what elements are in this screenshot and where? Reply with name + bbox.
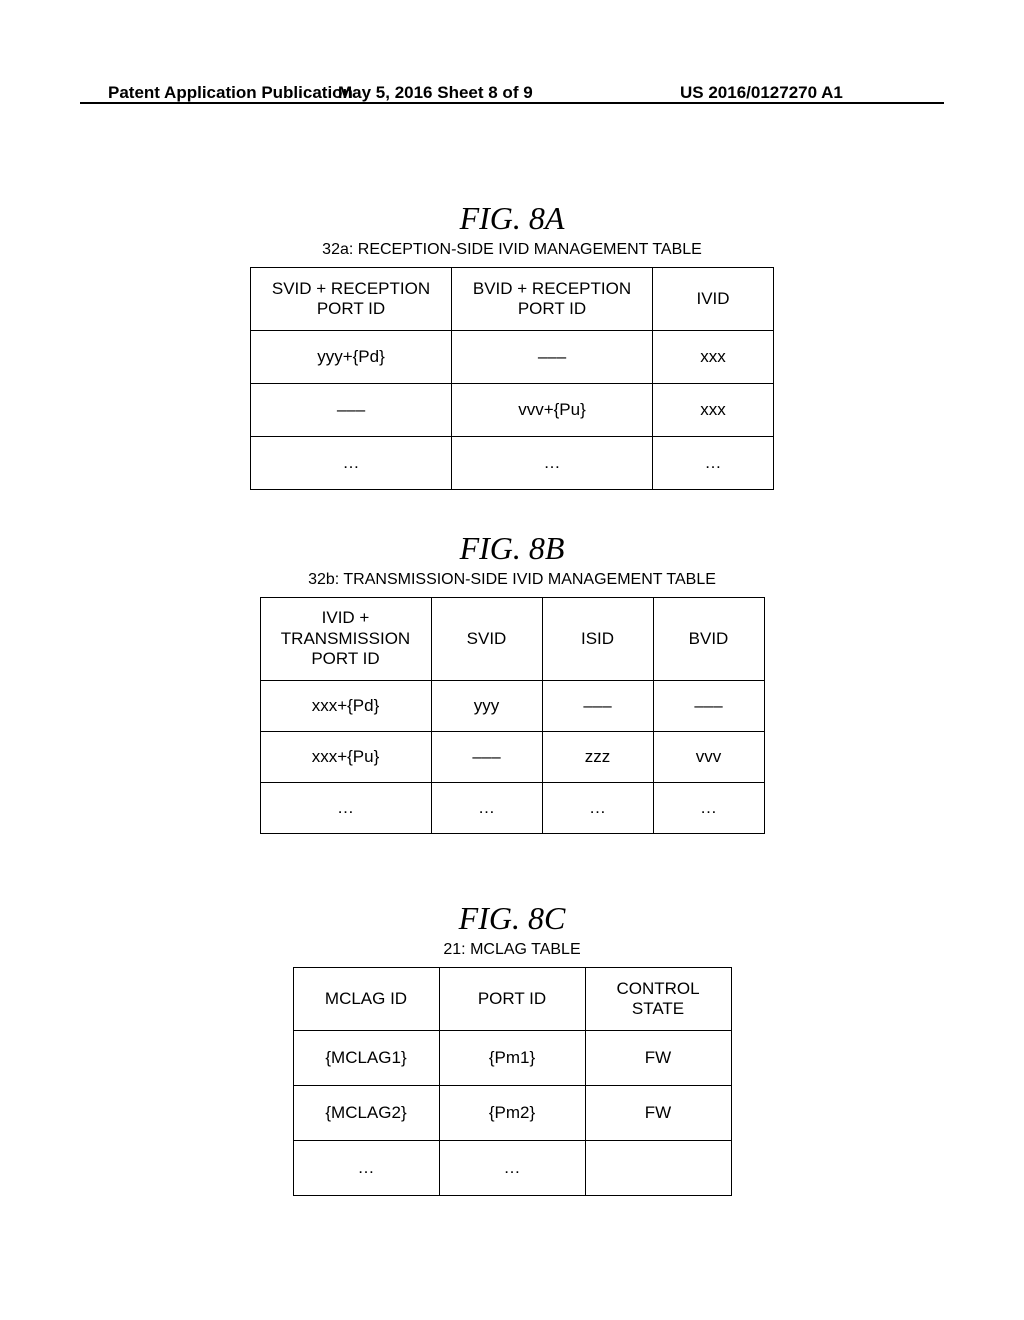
col-control-state: CONTROL STATE (585, 968, 731, 1031)
header-line: PORT ID (311, 649, 379, 668)
table-header-row: IVID + TRANSMISSION PORT ID SVID ISID BV… (260, 598, 764, 681)
cell: vvv (653, 732, 764, 783)
cell: ––– (542, 681, 653, 732)
cell: ––– (251, 384, 452, 437)
figure-8b-caption: 32b: TRANSMISSION-SIDE IVID MANAGEMENT T… (0, 571, 1024, 589)
col-isid: ISID (542, 598, 653, 681)
col-ivid: IVID (653, 268, 774, 331)
cell: … (439, 1141, 585, 1196)
cell: … (293, 1141, 439, 1196)
transmission-ivid-table: IVID + TRANSMISSION PORT ID SVID ISID BV… (260, 597, 765, 834)
cell: xxx (653, 331, 774, 384)
cell: ––– (452, 331, 653, 384)
col-svid: SVID (431, 598, 542, 681)
cell: xxx+{Pd} (260, 681, 431, 732)
table-row: {MCLAG2} {Pm2} FW (293, 1086, 731, 1141)
header-right: US 2016/0127270 A1 (680, 83, 843, 103)
header-line: BVID + RECEPTION (473, 279, 631, 298)
figure-8a-section: FIG. 8A 32a: RECEPTION-SIDE IVID MANAGEM… (0, 200, 1024, 490)
figure-8c-section: FIG. 8C 21: MCLAG TABLE MCLAG ID PORT ID… (0, 900, 1024, 1196)
col-ivid-transmission: IVID + TRANSMISSION PORT ID (260, 598, 431, 681)
cell: … (653, 437, 774, 490)
header-line: SVID + RECEPTION (272, 279, 430, 298)
figure-8c-caption: 21: MCLAG TABLE (0, 941, 1024, 959)
table-row: xxx+{Pd} yyy ––– ––– (260, 681, 764, 732)
figure-8c-label: FIG. 8C (0, 900, 1024, 937)
cell: vvv+{Pu} (452, 384, 653, 437)
table-row: ––– vvv+{Pu} xxx (251, 384, 774, 437)
cell: FW (585, 1031, 731, 1086)
header-line: CONTROL (616, 979, 699, 998)
header-line: STATE (632, 999, 684, 1018)
cell: … (452, 437, 653, 490)
col-bvid: BVID (653, 598, 764, 681)
table-row: … … … … (260, 783, 764, 834)
header-line: TRANSMISSION (281, 629, 410, 648)
header-center: May 5, 2016 Sheet 8 of 9 (338, 83, 533, 103)
mclag-table: MCLAG ID PORT ID CONTROL STATE {MCLAG1} … (293, 967, 732, 1196)
table-row: {MCLAG1} {Pm1} FW (293, 1031, 731, 1086)
col-mclag-id: MCLAG ID (293, 968, 439, 1031)
col-bvid-reception: BVID + RECEPTION PORT ID (452, 268, 653, 331)
cell: … (653, 783, 764, 834)
cell: ––– (431, 732, 542, 783)
cell: zzz (542, 732, 653, 783)
cell: … (431, 783, 542, 834)
cell: xxx (653, 384, 774, 437)
figure-8a-label: FIG. 8A (0, 200, 1024, 237)
cell: … (542, 783, 653, 834)
cell: yyy (431, 681, 542, 732)
table-header-row: SVID + RECEPTION PORT ID BVID + RECEPTIO… (251, 268, 774, 331)
cell: FW (585, 1086, 731, 1141)
cell: {MCLAG2} (293, 1086, 439, 1141)
table-row: xxx+{Pu} ––– zzz vvv (260, 732, 764, 783)
cell: yyy+{Pd} (251, 331, 452, 384)
cell: ––– (653, 681, 764, 732)
figure-8a-caption: 32a: RECEPTION-SIDE IVID MANAGEMENT TABL… (0, 241, 1024, 259)
header-line: PORT ID (518, 299, 586, 318)
table-row: … … … (251, 437, 774, 490)
cell: {Pm2} (439, 1086, 585, 1141)
col-port-id: PORT ID (439, 968, 585, 1031)
col-svid-reception: SVID + RECEPTION PORT ID (251, 268, 452, 331)
table-header-row: MCLAG ID PORT ID CONTROL STATE (293, 968, 731, 1031)
cell: … (251, 437, 452, 490)
header-left: Patent Application Publication (108, 83, 353, 103)
header-line: IVID + (322, 608, 370, 627)
figure-8b-section: FIG. 8B 32b: TRANSMISSION-SIDE IVID MANA… (0, 530, 1024, 834)
reception-ivid-table: SVID + RECEPTION PORT ID BVID + RECEPTIO… (250, 267, 774, 490)
header-line: PORT ID (317, 299, 385, 318)
cell: xxx+{Pu} (260, 732, 431, 783)
cell: … (260, 783, 431, 834)
cell: {MCLAG1} (293, 1031, 439, 1086)
header-separator (80, 102, 944, 104)
figure-8b-label: FIG. 8B (0, 530, 1024, 567)
cell (585, 1141, 731, 1196)
cell: {Pm1} (439, 1031, 585, 1086)
table-row: … … (293, 1141, 731, 1196)
table-row: yyy+{Pd} ––– xxx (251, 331, 774, 384)
